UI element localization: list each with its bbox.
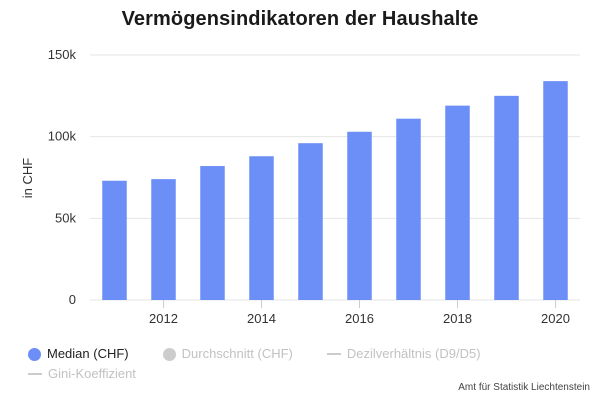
y-tick-label: 150k: [48, 47, 77, 62]
plot-area: 0 50k 100k 150k 2012 2014 2016 2018 2020 in CHF: [20, 47, 580, 326]
legend-label: Dezilverhältnis (D9/D5): [346, 346, 481, 361]
bar[interactable]: [151, 179, 176, 300]
x-tick-label: 2014: [247, 311, 276, 326]
y-axis-ticks: 0 50k 100k 150k: [48, 47, 77, 307]
legend-item[interactable]: Dezilverhältnis (D9/D5): [326, 345, 481, 363]
y-axis-label: in CHF: [20, 158, 35, 199]
bar[interactable]: [494, 95, 519, 300]
bar[interactable]: [396, 118, 421, 300]
bar[interactable]: [298, 143, 323, 300]
legend-item[interactable]: Gini-Koeffizient: [28, 365, 136, 383]
y-tick-label: 0: [69, 292, 76, 307]
legend-circle-icon: [28, 347, 41, 361]
legend-label: Median (CHF): [47, 346, 129, 361]
legend-line-icon: [326, 353, 341, 355]
x-tick-label: 2018: [443, 311, 472, 326]
y-tick-label: 100k: [48, 129, 77, 144]
bar[interactable]: [102, 180, 127, 300]
x-tick-label: 2020: [541, 311, 570, 326]
source-credit[interactable]: Amt für Statistik Liechtenstein: [458, 382, 590, 393]
legend-label: Gini-Koeffizient: [48, 366, 136, 381]
legend-label: Durchschnitt (CHF): [181, 346, 293, 361]
bar[interactable]: [249, 156, 274, 300]
x-tick-label: 2012: [149, 311, 178, 326]
bar[interactable]: [200, 166, 225, 300]
chart-title: Vermögensindikatoren der Haushalte: [121, 8, 479, 30]
bar[interactable]: [347, 131, 372, 300]
legend-circle-icon: [162, 347, 176, 361]
legend-item[interactable]: Median (CHF): [28, 345, 129, 363]
legend-item[interactable]: Durchschnitt (CHF): [162, 345, 293, 363]
bar-series: [102, 81, 568, 300]
legend-line-icon: [28, 373, 42, 375]
x-tick-label: 2016: [345, 311, 374, 326]
bar[interactable]: [543, 81, 568, 300]
y-tick-label: 50k: [55, 210, 76, 225]
x-axis-ticks: 2012 2014 2016 2018 2020: [149, 300, 570, 326]
legend: Median (CHF) Durchschnitt (CHF) Dezilverhä…: [28, 345, 588, 385]
bar[interactable]: [445, 105, 470, 300]
